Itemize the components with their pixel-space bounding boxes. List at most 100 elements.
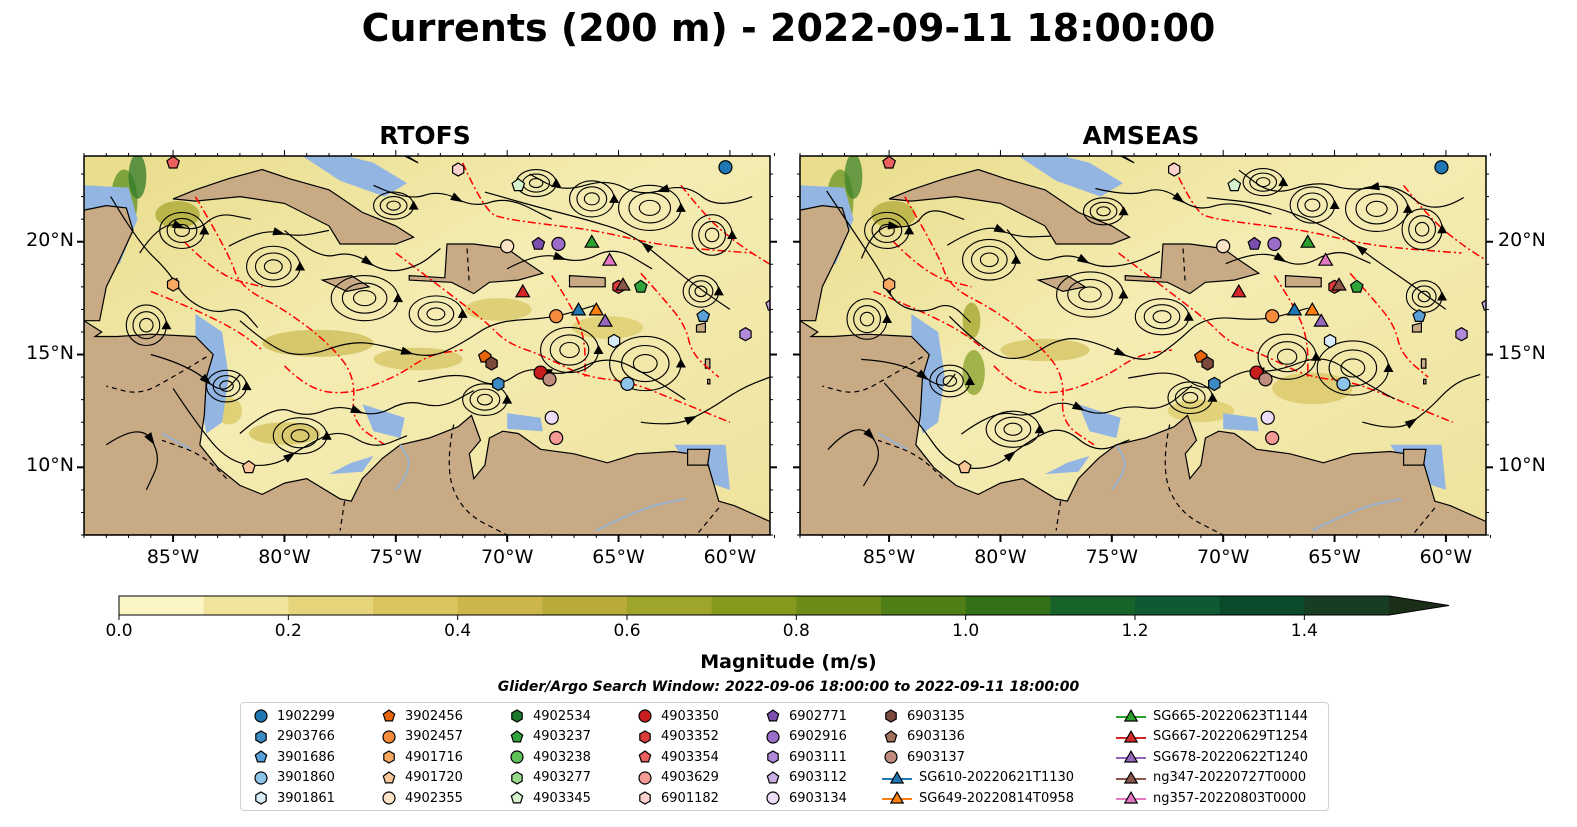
legend-marker-icon (254, 770, 268, 785)
flow-arrow (199, 373, 212, 386)
legend-marker (510, 750, 524, 764)
eddy-streamline (426, 307, 446, 321)
land (687, 448, 711, 466)
lon-tick-label: 75°W (369, 546, 423, 568)
legend-marker (255, 791, 267, 805)
legend-label: 6903112 (789, 770, 847, 785)
country-border (877, 439, 943, 479)
lon-tick-label: 80°W (258, 546, 311, 568)
legend-marker (889, 790, 905, 804)
eddy-streamline (935, 369, 964, 393)
colorbar-segment (1219, 596, 1305, 615)
flow-arrow (457, 308, 468, 318)
legend-marker (766, 770, 780, 783)
obs-marker-6903134 (544, 410, 559, 425)
legend-marker (1123, 790, 1139, 804)
country-border (339, 501, 346, 531)
flow-arrow (1278, 177, 1289, 187)
legend-label: 3902456 (405, 708, 463, 724)
legend-marker (638, 770, 652, 785)
flow-arrow (552, 251, 567, 260)
legend-marker-icon (638, 750, 652, 763)
land (1411, 322, 1422, 333)
legend-item: SG610-20220621T1130 (881, 768, 1074, 788)
shallow-water (302, 156, 407, 197)
legend-label: 4903277 (533, 770, 591, 785)
legend-label: 6903137 (907, 749, 965, 765)
legend-marker-icon (885, 709, 897, 723)
colorbar-tick-label: 0.6 (613, 621, 641, 641)
obs-marker-6903135 (485, 356, 498, 371)
legend-item: 3902456 (379, 706, 463, 726)
eddy-streamline (139, 317, 154, 333)
obs-marker-4901716 (166, 277, 180, 292)
obs-marker-3901686 (696, 308, 711, 322)
legend-marker-icon (254, 750, 268, 763)
eddy-streamline (379, 196, 408, 216)
legend-item: 6902916 (763, 727, 847, 747)
country-border (466, 248, 470, 285)
legend-marker (382, 770, 396, 783)
eddy-streamline (528, 178, 544, 189)
lat-tick-label: 20°N (1498, 228, 1546, 251)
river (595, 497, 686, 532)
legend-item: 4903345 (507, 788, 591, 808)
legend-label: 4901720 (405, 770, 463, 785)
legend-marker (254, 750, 268, 763)
flow-arrow (1071, 401, 1086, 411)
eddy-streamline (174, 223, 190, 238)
eddy-streamline (583, 192, 600, 206)
obs-marker-3901686 (1412, 308, 1427, 322)
lon-tick-label: 60°W (703, 546, 757, 568)
colorbar-segment (1135, 596, 1221, 615)
legend-item: 6903111 (763, 747, 847, 767)
streamline (484, 191, 731, 310)
legend-label: 4902355 (405, 790, 463, 806)
eddy-streamline (620, 344, 670, 383)
obs-marker-SG667-20220629T1254 (514, 283, 531, 298)
eez-boundary (183, 241, 263, 288)
legend-marker-icon (766, 791, 780, 805)
obs-marker-4901720 (957, 460, 972, 474)
colorbar-segment (627, 596, 713, 615)
streamline (640, 376, 770, 425)
flow-arrow (609, 193, 620, 203)
obs-marker-SG649-20220814T0958 (588, 301, 605, 316)
legend-label: 6902916 (789, 729, 847, 744)
lat-tick-label: 15°N (26, 341, 74, 364)
river (1111, 444, 1126, 491)
land (1403, 448, 1427, 466)
legend-marker-icon (766, 770, 780, 783)
eddy-streamline (1365, 200, 1388, 217)
legend-item: 6903134 (763, 788, 847, 808)
legend-item: 4902534 (507, 706, 591, 726)
country-border (822, 356, 923, 393)
flow-arrow (283, 452, 296, 463)
obs-marker-4903629 (1265, 430, 1280, 446)
obs-marker-6903111 (739, 327, 752, 342)
country-border (1182, 248, 1186, 285)
obs-marker-4903345 (511, 178, 526, 192)
eez-boundary (680, 184, 770, 265)
legend-marker (639, 791, 651, 805)
flow-arrow (1437, 224, 1448, 234)
eez-boundary (904, 196, 1095, 446)
eddy-streamline (1355, 193, 1399, 225)
flow-arrow (1172, 192, 1185, 204)
eddy-streamline (859, 311, 875, 327)
legend-marker (382, 729, 396, 744)
legend-label: 4903352 (661, 729, 719, 744)
lon-tick-label: 70°W (1196, 546, 1250, 568)
legend-item: 6903136 (881, 727, 965, 747)
eddy-streamline (1096, 206, 1111, 217)
obs-marker-6903134 (1260, 410, 1275, 425)
eddy-streamline (1249, 172, 1278, 192)
eez-boundary (283, 349, 463, 394)
obs-marker-6903137 (542, 372, 557, 387)
legend-marker-icon (882, 770, 912, 784)
obs-marker-3901860 (1336, 376, 1351, 391)
lat-tick-label: 20°N (26, 228, 74, 251)
legend-marker (1123, 749, 1139, 763)
legend-label: 4903354 (661, 749, 719, 765)
